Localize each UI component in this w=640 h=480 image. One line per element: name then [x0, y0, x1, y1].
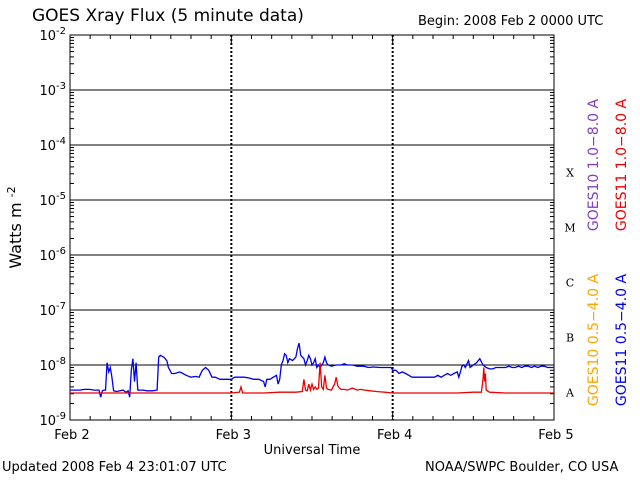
legend-entry: GOES11 1.0−8.0 A — [614, 99, 630, 232]
flare-class-label: X — [566, 167, 574, 180]
y-tick-label: 10-7 — [39, 301, 66, 319]
credit-label: NOAA/SWPC Boulder, CO USA — [425, 460, 619, 475]
x-tick-label: Feb 5 — [538, 428, 573, 443]
legend-entry: GOES10 1.0−8.0 A — [586, 99, 602, 232]
x-tick-label: Feb 2 — [54, 428, 89, 443]
legend-entry: GOES11 0.5−4.0 A — [614, 274, 630, 407]
flare-class-label: B — [566, 332, 574, 345]
y-tick-label: 10-4 — [39, 136, 66, 154]
x-axis-label: Universal Time — [264, 443, 361, 458]
y-tick-label: 10-9 — [39, 411, 66, 429]
legend-entry: GOES10 0.5−4.0 A — [586, 274, 602, 407]
updated-timestamp: Updated 2008 Feb 4 23:01:07 UTC — [2, 460, 227, 475]
flare-class-label: C — [566, 277, 574, 290]
chart-title: GOES Xray Flux (5 minute data) — [32, 6, 304, 26]
y-tick-label: 10-6 — [39, 246, 66, 264]
flare-class-label: M — [564, 222, 575, 235]
y-tick-label: 10-2 — [39, 26, 66, 44]
y-axis-label: Watts m -2 — [5, 186, 25, 268]
series-line — [70, 362, 554, 394]
x-tick-label: Feb 4 — [377, 428, 412, 443]
x-tick-label: Feb 3 — [216, 428, 251, 443]
y-tick-label: 10-5 — [39, 191, 66, 209]
series-line — [70, 342, 554, 398]
begin-date-label: Begin: 2008 Feb 2 0000 UTC — [418, 14, 604, 29]
y-tick-label: 10-3 — [39, 81, 66, 99]
flare-class-label: A — [565, 387, 575, 400]
y-tick-label: 10-8 — [39, 356, 66, 374]
